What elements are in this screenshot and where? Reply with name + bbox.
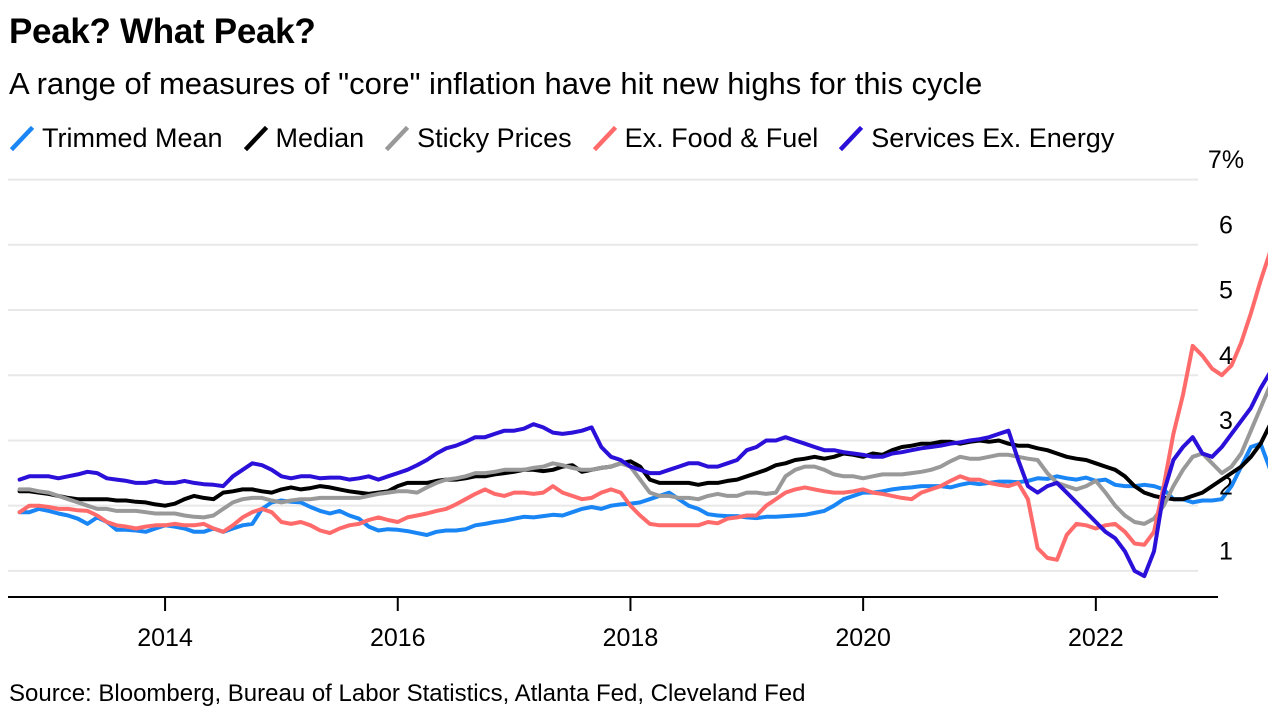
- legend-label: Trimmed Mean: [42, 122, 223, 153]
- y-tick-label: 3: [1219, 407, 1233, 435]
- chart-legend: Trimmed Mean Median Sticky Prices Ex. Food …: [9, 121, 1134, 155]
- legend-swatch: [243, 125, 268, 151]
- series-line-services-ex-energy: [17, 371, 1268, 579]
- series-line-trimmed-mean: [17, 441, 1268, 537]
- y-tick-label: 6: [1219, 211, 1233, 239]
- x-tick-label: 2016: [370, 624, 426, 652]
- legend-swatch: [839, 125, 864, 151]
- source-note: Source: Bloomberg, Bureau of Labor Stati…: [9, 680, 806, 707]
- series-line-ex-food-fuel: [17, 251, 1268, 562]
- y-tick-label: 5: [1219, 277, 1233, 305]
- legend-item: Median: [243, 122, 365, 154]
- axes: 1 2 3 4 5 6 7% 2014 2016 2018 2020 2022: [8, 146, 1244, 652]
- legend-swatch: [9, 125, 35, 151]
- legend-swatch: [592, 125, 617, 151]
- legend-item: Ex. Food & Fuel: [592, 122, 819, 154]
- y-tick-label: 4: [1219, 342, 1233, 370]
- y-tick-label: 7%: [1208, 146, 1244, 174]
- x-tick-label: 2018: [603, 624, 659, 652]
- legend-item: Trimmed Mean: [9, 123, 223, 154]
- x-tick-label: 2020: [835, 624, 891, 652]
- legend-label: Ex. Food & Fuel: [624, 122, 819, 153]
- legend-label: Sticky Prices: [417, 122, 572, 153]
- chart-subtitle: A range of measures of "core" inflation …: [9, 66, 983, 101]
- legend-label: Services Ex. Energy: [871, 122, 1115, 153]
- y-tick-label: 1: [1219, 538, 1233, 566]
- chart-title: Peak? What Peak?: [9, 12, 316, 51]
- series-line-sticky-prices: [17, 385, 1268, 526]
- legend-item: Services Ex. Energy: [838, 123, 1114, 154]
- legend-label: Median: [275, 122, 365, 153]
- series-line-median: [17, 424, 1268, 508]
- legend-item: Sticky Prices: [384, 123, 572, 154]
- series-lines: [17, 251, 1268, 579]
- legend-swatch: [384, 125, 410, 151]
- x-tick-label: 2014: [137, 624, 193, 652]
- x-tick-label: 2022: [1068, 624, 1124, 652]
- y-tick-label: 2: [1219, 472, 1233, 500]
- gridlines: [8, 178, 1198, 572]
